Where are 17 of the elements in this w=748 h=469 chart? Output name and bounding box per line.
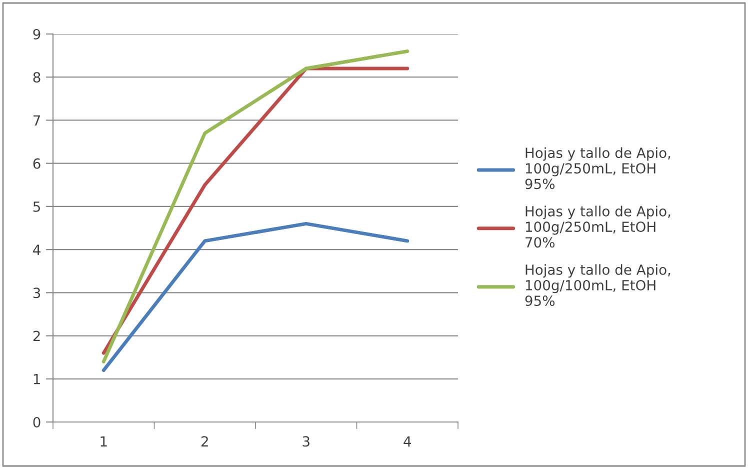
y-tick-label: 2 <box>33 330 40 342</box>
legend-label: Hojas y tallo de Apio, 100g/100mL, EtOH 95% <box>525 264 670 306</box>
y-tick-label: 8 <box>33 72 40 83</box>
legend-label: Hojas y tallo de Apio, 100g/250mL, EtOH 95% <box>525 147 670 190</box>
y-tick-label: 7 <box>33 115 40 126</box>
y-tick-label: 4 <box>33 244 40 255</box>
y-tick-label: 6 <box>33 158 40 169</box>
x-tick-label: 3 <box>302 436 310 447</box>
legend-label: Hojas y tallo de Apio, 100g/250mL, EtOH 70% <box>526 206 670 248</box>
y-tick-label: 1 <box>34 374 40 384</box>
y-tick-label: 9 <box>33 28 40 40</box>
y-tick-label: 3 <box>33 288 40 298</box>
x-tick-label: 2 <box>201 436 208 446</box>
y-tick-label: 0 <box>33 416 40 428</box>
x-tick-label: 1 <box>100 436 107 446</box>
y-tick-label: 5 <box>33 202 40 212</box>
x-tick-label: 4 <box>404 436 412 446</box>
